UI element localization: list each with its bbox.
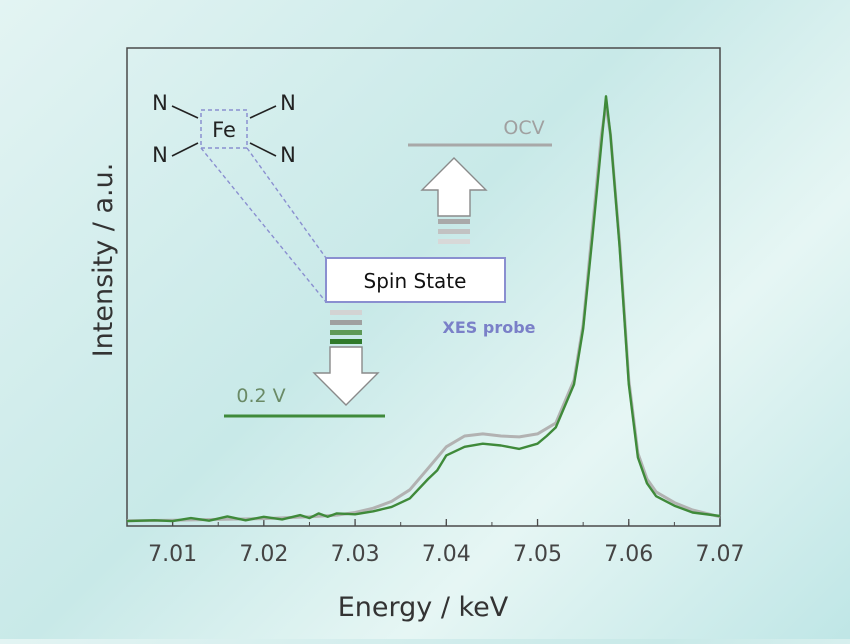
up-arrow: [420, 157, 488, 217]
down-arrow: [312, 346, 380, 406]
n-atom-bottom-right: N: [280, 143, 296, 167]
x-tick-label: 7.02: [239, 542, 288, 567]
fe-atom-label: Fe: [212, 118, 236, 142]
x-tick-label: 7.07: [696, 542, 745, 567]
down-arrow-stripe-4: [330, 339, 362, 344]
fe-coordination-diagram: N N N N Fe: [152, 91, 327, 303]
plot-frame: [126, 47, 721, 527]
x-tick-label: 7.03: [331, 542, 380, 567]
fe-dashed-box: [200, 109, 248, 149]
voltage-label: 0.2 V: [236, 385, 285, 407]
up-arrow-stripe-2: [438, 229, 470, 234]
xes-probe-label: XES probe: [443, 318, 536, 337]
spin-state-frame: [325, 257, 506, 303]
down-arrow-stripe-3: [330, 330, 362, 335]
spin-state-label: Spin State: [364, 269, 467, 293]
x-axis-ticks: 7.01 7.02 7.03 7.04 7.05 7.06 7.07: [126, 519, 745, 567]
down-arrow-stripe-2: [330, 320, 362, 325]
y-axis-label: Intensity / a.u.: [88, 163, 119, 358]
bond-bottom-right: [249, 142, 277, 157]
down-arrow-stripe-1: [330, 310, 362, 315]
up-arrow-stripe-3: [438, 239, 470, 244]
ocv-label: OCV: [503, 117, 544, 139]
projection-line-2: [246, 147, 327, 259]
ocv-level-group: OCV: [408, 117, 552, 244]
spin-state-box: Spin State: [325, 257, 506, 303]
bond-top-left: [171, 105, 199, 119]
bond-bottom-left: [171, 142, 199, 157]
x-axis-label: Energy / keV: [338, 592, 509, 623]
up-arrow-stripe-1: [438, 219, 470, 224]
projection-line-1: [200, 147, 327, 303]
n-atom-top-right: N: [280, 91, 296, 115]
x-tick-label: 7.06: [604, 542, 653, 567]
series-group: [126, 95, 721, 523]
x-tick-label: 7.04: [422, 542, 471, 567]
n-atom-top-left: N: [152, 91, 168, 115]
bond-top-right: [249, 105, 277, 119]
voltage-level-group: 0.2 V: [224, 310, 385, 418]
x-tick-label: 7.01: [148, 542, 197, 567]
n-atom-bottom-left: N: [152, 143, 168, 167]
x-tick-label: 7.05: [513, 542, 562, 567]
series-line-0-2v: [126, 95, 721, 523]
